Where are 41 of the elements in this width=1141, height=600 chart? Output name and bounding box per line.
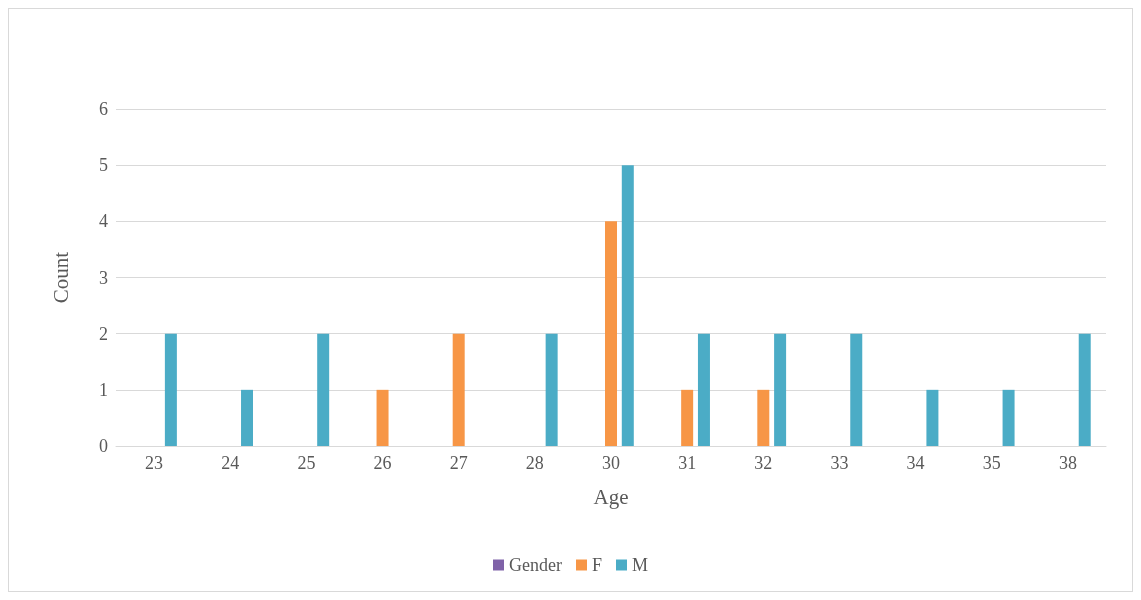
bar (926, 389, 939, 446)
legend-label: Gender (509, 555, 562, 575)
y-tick-label: 3 (99, 267, 108, 288)
bar (850, 333, 863, 446)
bar (774, 333, 787, 446)
bar (241, 389, 254, 446)
bar (681, 389, 694, 446)
bar (621, 165, 634, 446)
x-tick-label: 26 (373, 453, 392, 473)
x-tick-label: 35 (982, 453, 1001, 473)
x-tick-label: 27 (449, 453, 468, 473)
x-tick-label: 28 (525, 453, 544, 473)
x-axis-title: Age (593, 484, 629, 509)
y-tick-label: 2 (99, 323, 108, 344)
bar (757, 389, 770, 446)
legend-label: F (591, 555, 602, 575)
bar (452, 333, 465, 446)
bar (1002, 389, 1015, 446)
bar (376, 389, 389, 446)
x-tick-label: 32 (754, 453, 773, 473)
x-tick-label: 24 (221, 453, 240, 473)
bar (164, 333, 177, 446)
y-tick-label: 1 (99, 379, 108, 400)
x-tick-label: 30 (602, 453, 620, 473)
bar (605, 221, 617, 446)
x-tick-label: 34 (906, 453, 925, 473)
bar (697, 333, 710, 446)
bar (317, 333, 330, 446)
x-tick-label: 38 (1058, 453, 1077, 473)
x-tick-label: 25 (297, 453, 316, 473)
x-tick-label: 31 (678, 453, 697, 473)
y-axis-title: Count (48, 251, 73, 304)
y-tick-label: 4 (99, 211, 108, 232)
legend-label: M (631, 555, 648, 575)
y-tick-label: 5 (99, 155, 108, 176)
y-tick-label: 0 (99, 436, 108, 456)
x-tick-label: 33 (830, 453, 849, 473)
x-tick-label: 23 (145, 453, 164, 473)
bar (545, 333, 558, 446)
bar (1078, 333, 1091, 446)
y-tick-label: 6 (99, 99, 108, 119)
